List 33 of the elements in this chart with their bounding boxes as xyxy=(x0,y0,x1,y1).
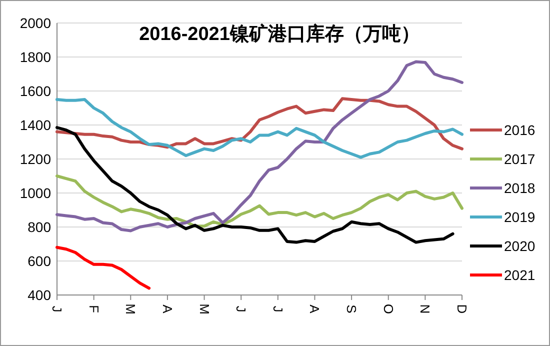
y-tick-label: 400 xyxy=(28,287,52,303)
legend-label: 2017 xyxy=(504,151,536,167)
y-tick-label: 2000 xyxy=(20,15,52,31)
line-series xyxy=(56,126,454,244)
x-tick-label: A xyxy=(160,304,175,314)
y-tick-label: 1800 xyxy=(20,49,52,65)
legend-label: 2020 xyxy=(504,238,536,254)
x-tick-label: O xyxy=(380,304,396,314)
x-tick-label: S xyxy=(344,304,360,314)
chart-title: 2016-2021镍矿港口库存（万吨） xyxy=(139,23,420,45)
line-series xyxy=(56,246,151,290)
line-series xyxy=(56,60,464,232)
legend-label: 2021 xyxy=(504,267,536,283)
x-tick-label: J xyxy=(270,306,286,312)
y-tick-label: 1200 xyxy=(20,151,52,167)
y-tick-label: 600 xyxy=(28,253,52,269)
legend-label: 2019 xyxy=(504,209,536,225)
x-tick-label: D xyxy=(454,304,470,314)
x-tick-label: N xyxy=(418,304,433,314)
legend-label: 2018 xyxy=(504,180,536,196)
x-tick-label: J xyxy=(50,306,64,312)
legend-label: 2016 xyxy=(504,122,536,138)
y-tick-label: 1600 xyxy=(20,83,52,99)
x-tick-label: F xyxy=(86,305,102,314)
y-tick-label: 800 xyxy=(28,219,52,235)
x-tick-label: J xyxy=(234,306,249,312)
line-series xyxy=(56,98,464,159)
x-tick-label: A xyxy=(307,304,322,314)
x-tick-label: M xyxy=(196,304,212,314)
y-tick-label: 1400 xyxy=(20,117,52,133)
x-tick-label: M xyxy=(123,304,138,314)
line-series xyxy=(56,174,464,228)
y-tick-label: 1000 xyxy=(20,185,52,201)
